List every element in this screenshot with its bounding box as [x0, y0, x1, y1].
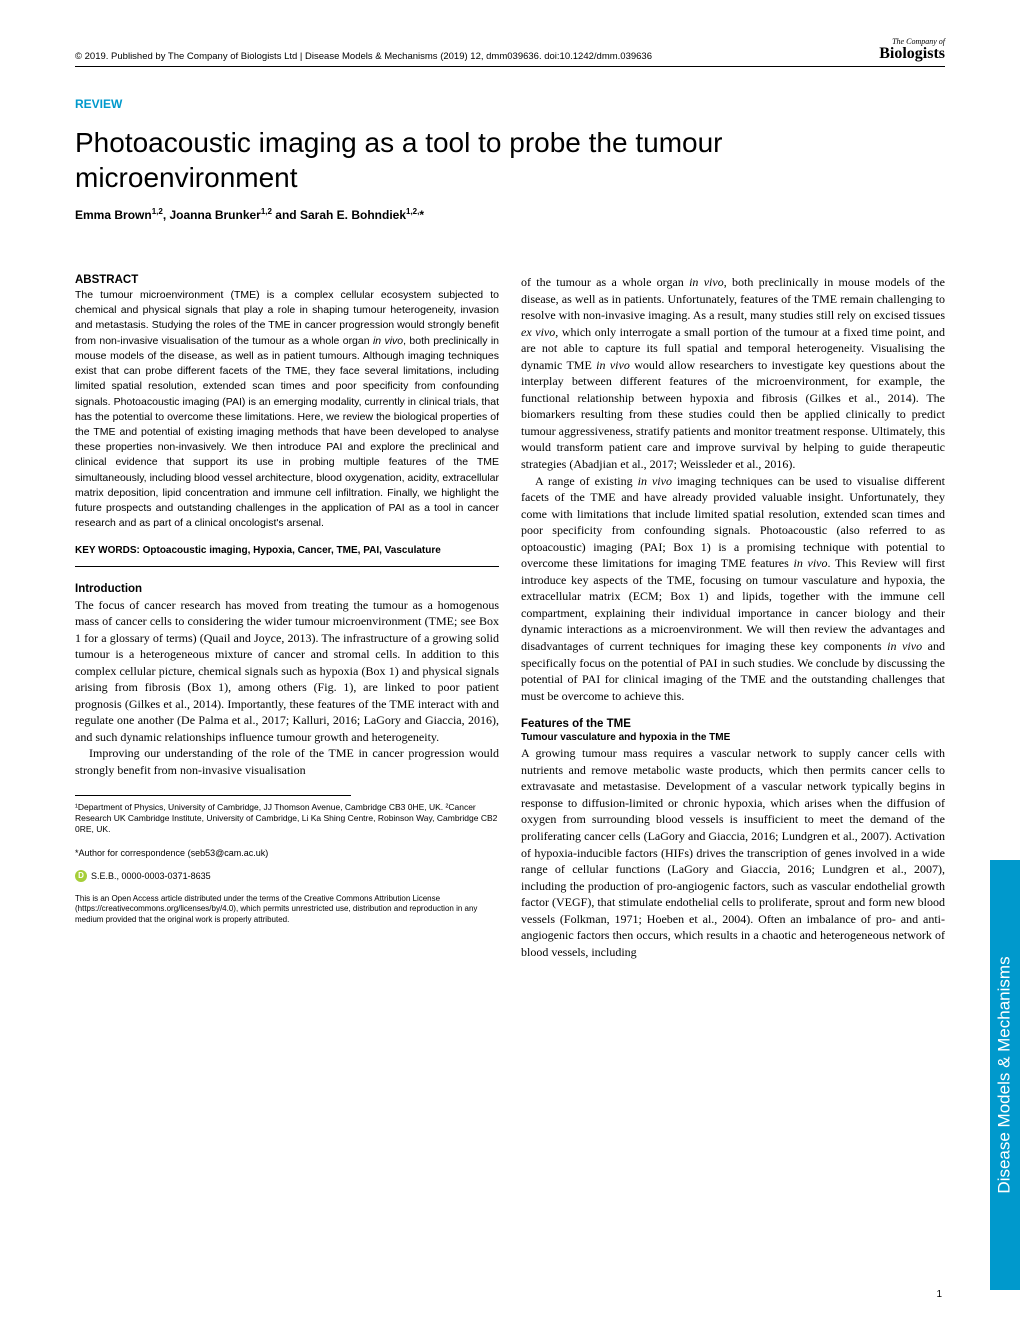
introduction-body: The focus of cancer research has moved f… [75, 597, 499, 779]
right-column: of the tumour as a whole organ in vivo, … [521, 274, 945, 960]
right-para-1: of the tumour as a whole organ in vivo, … [521, 274, 945, 473]
affiliations: ¹Department of Physics, University of Ca… [75, 802, 499, 836]
correspondence: *Author for correspondence (seb53@cam.ac… [75, 848, 499, 858]
intro-para-2: Improving our understanding of the role … [75, 745, 499, 778]
side-tab-label: Disease Models & Mechanisms [995, 956, 1015, 1193]
abstract-body: The tumour microenvironment (TME) is a c… [75, 288, 499, 532]
copyright-text: © 2019. Published by The Company of Biol… [75, 51, 652, 62]
features-body: A growing tumour mass requires a vascula… [521, 745, 945, 960]
introduction-heading: Introduction [75, 583, 499, 595]
features-subheading: Tumour vasculature and hypoxia in the TM… [521, 732, 945, 743]
orcid-text: S.E.B., 0000-0003-0371-8635 [91, 871, 211, 881]
intro-para-1: The focus of cancer research has moved f… [75, 597, 499, 746]
footer-divider [75, 795, 351, 796]
logo-bottom-text: Biologists [879, 46, 945, 62]
right-body: of the tumour as a whole organ in vivo, … [521, 274, 945, 704]
features-para: A growing tumour mass requires a vascula… [521, 745, 945, 960]
journal-side-tab: Disease Models & Mechanisms [990, 860, 1020, 1290]
author-list: Emma Brown1,2, Joanna Brunker1,2 and Sar… [75, 207, 945, 222]
article-title: Photoacoustic imaging as a tool to probe… [75, 125, 945, 195]
orcid-icon: D [75, 870, 87, 882]
features-heading: Features of the TME [521, 718, 945, 730]
header-rule: © 2019. Published by The Company of Biol… [75, 38, 945, 67]
left-column: ABSTRACT The tumour microenvironment (TM… [75, 274, 499, 960]
orcid-row: D S.E.B., 0000-0003-0371-8635 [75, 870, 499, 882]
keywords: KEY WORDS: Optoacoustic imaging, Hypoxia… [75, 544, 499, 567]
article-type-label: REVIEW [75, 97, 945, 111]
publisher-logo: The Company of Biologists [879, 38, 945, 62]
abstract-heading: ABSTRACT [75, 274, 499, 286]
two-column-layout: ABSTRACT The tumour microenvironment (TM… [75, 274, 945, 960]
right-para-2: A range of existing in vivo imaging tech… [521, 473, 945, 705]
page-number: 1 [936, 1289, 942, 1300]
license-text: This is an Open Access article distribut… [75, 894, 499, 925]
